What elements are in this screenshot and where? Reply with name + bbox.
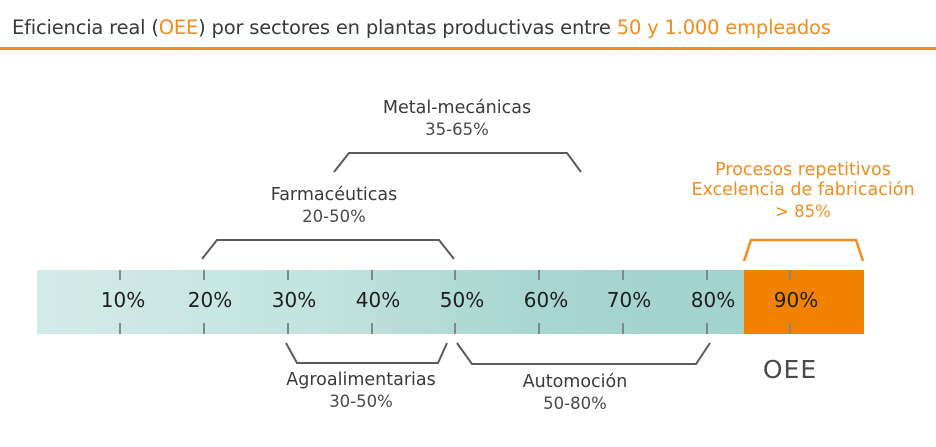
tick-bottom-90 (789, 323, 791, 334)
tick-top-90 (789, 270, 791, 280)
sector-range: 35-65% (425, 120, 489, 139)
title-highlight-oee: OEE (158, 16, 199, 39)
sector-name: Metal-mecánicas (382, 98, 532, 118)
tick-top-60 (538, 270, 540, 280)
tick-label-90: 90% (773, 288, 819, 312)
oee-scale-bar (37, 270, 744, 334)
tick-bottom-60 (538, 323, 540, 334)
tick-top-50 (454, 270, 456, 280)
sector-name-line1: Procesos repetitivos (715, 160, 891, 180)
axis-label-oee: OEE (762, 355, 818, 384)
sector-automocion: Automoción 50-80% (523, 372, 628, 413)
tick-top-40 (371, 270, 373, 280)
page-title: Eficiencia real (OEE) por sectores en pl… (12, 16, 831, 39)
sector-name: Farmacéuticas (270, 185, 398, 205)
tick-bottom-40 (371, 323, 373, 334)
sector-name: Automoción (522, 372, 628, 392)
tick-bottom-20 (203, 323, 205, 334)
title-text-1: Eficiencia real ( (12, 16, 159, 39)
tick-label-60: 60% (523, 288, 569, 312)
bracket-excelencia (742, 238, 865, 262)
sector-range: 50-80% (543, 394, 607, 413)
sector-farmaceuticas: Farmacéuticas 20-50% (271, 185, 398, 226)
tick-bottom-30 (287, 323, 289, 334)
sector-name: Agroalimentarias (286, 370, 436, 390)
sector-agroalimentarias: Agroalimentarias 30-50% (286, 370, 435, 411)
title-highlight-employees: 50 y 1.000 empleados (616, 16, 831, 39)
sector-range: > 85% (775, 202, 831, 221)
tick-label-70: 70% (606, 288, 652, 312)
title-underline (0, 47, 936, 50)
tick-bottom-10 (119, 323, 121, 334)
tick-label-10: 10% (100, 288, 146, 312)
tick-label-80: 80% (690, 288, 736, 312)
oee-excellence-block (744, 270, 864, 334)
sector-range: 20-50% (302, 207, 366, 226)
tick-bottom-50 (454, 323, 456, 334)
tick-top-10 (119, 270, 121, 280)
sector-metal-mecanicas: Metal-mecánicas 35-65% (383, 98, 531, 139)
bracket-automocion (456, 342, 711, 365)
sector-excelencia: Procesos repetitivos Excelencia de fabri… (691, 160, 914, 221)
tick-bottom-80 (706, 323, 708, 334)
tick-label-30: 30% (271, 288, 317, 312)
tick-label-50: 50% (439, 288, 485, 312)
tick-label-40: 40% (355, 288, 401, 312)
tick-top-80 (706, 270, 708, 280)
title-text-2: ) por sectores en plantas productivas en… (198, 16, 617, 39)
bracket-farmaceuticas (201, 239, 455, 260)
tick-top-30 (287, 270, 289, 280)
tick-bottom-70 (622, 323, 624, 334)
tick-top-70 (622, 270, 624, 280)
sector-name-line2: Excelencia de fabricación (691, 180, 915, 200)
tick-label-20: 20% (187, 288, 233, 312)
tick-top-20 (203, 270, 205, 280)
bracket-metal-mecanicas (333, 152, 582, 173)
sector-range: 30-50% (329, 392, 393, 411)
bracket-agroalimentarias (285, 342, 448, 364)
